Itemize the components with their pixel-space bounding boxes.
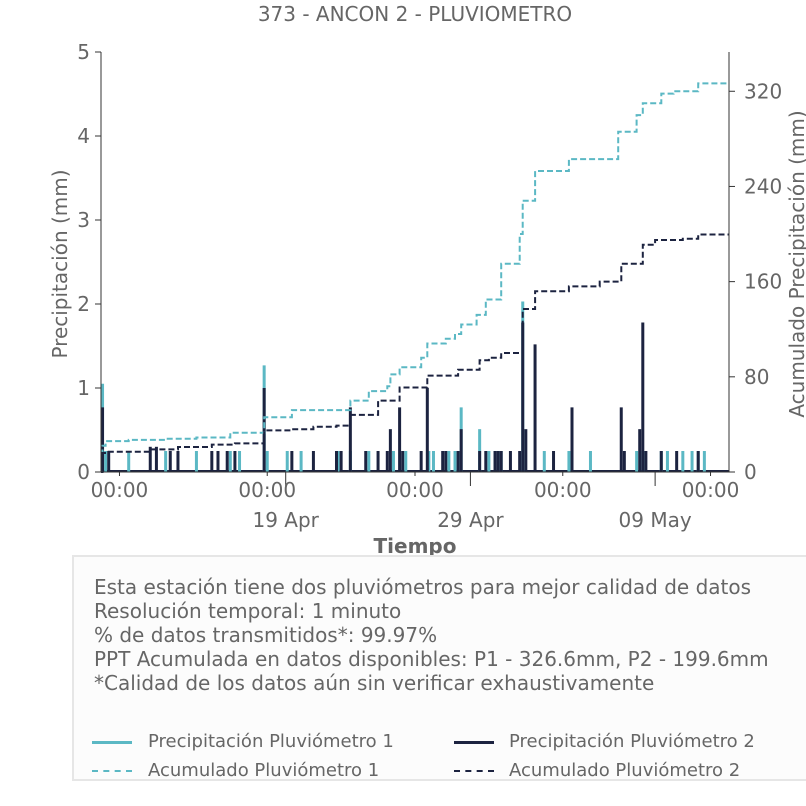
tick-labels: 0 1 2 3 4 5 0 80 160 240 320 00:00 00:00 00:00 00:00 00… xyxy=(77,40,782,532)
info-line-transmitted: % de datos transmitidos*: 99.97% xyxy=(94,623,438,647)
x-minor-tick-label: 00:00 xyxy=(238,478,296,502)
info-line-accumulated: PPT Acumulada en datos disponibles: P1 -… xyxy=(94,647,769,671)
y-tick-label: 2 xyxy=(77,292,90,316)
x-minor-tick-label: 00:00 xyxy=(91,478,149,502)
x-minor-tick-label: 00:00 xyxy=(534,478,592,502)
info-line-resolution: Resolución temporal: 1 minuto xyxy=(94,599,402,623)
legend-label-p2-precip: Precipitación Pluviómetro 2 xyxy=(509,731,755,752)
y-tick-label: 1 xyxy=(77,376,90,400)
info-line-quality-note: *Calidad de los datos aún sin verificar … xyxy=(94,671,655,695)
legend-swatch-p2-acum xyxy=(454,770,494,772)
legend-label-p2-acum: Acumulado Pluviómetro 2 xyxy=(509,760,741,781)
x-minor-tick-label: 00:00 xyxy=(386,478,444,502)
line-acumulado-1 xyxy=(101,82,729,473)
x-major-tick-label: 19 Apr xyxy=(253,508,320,532)
cumulative-lines xyxy=(101,82,729,473)
x-major-tick-label: 29 Apr xyxy=(437,508,504,532)
y-tick-label: 0 xyxy=(77,460,90,484)
legend-swatch-p1-acum xyxy=(92,770,132,772)
x-major-tick-label: 09 May xyxy=(619,508,692,532)
y-axis-label: Precipitación (mm) xyxy=(48,169,72,358)
info-line-description: Esta estación tiene dos pluviómetros par… xyxy=(94,575,752,599)
chart-axes xyxy=(95,51,735,486)
legend-label-p1-acum: Acumulado Pluviómetro 1 xyxy=(148,760,380,781)
y2-tick-label: 80 xyxy=(744,365,769,389)
y-tick-label: 4 xyxy=(77,124,90,148)
info-box: Esta estación tiene dos pluviómetros par… xyxy=(72,555,806,781)
y-tick-label: 5 xyxy=(77,40,90,64)
y2-tick-label: 240 xyxy=(744,174,782,198)
x-axis-label: Tiempo xyxy=(374,534,457,558)
legend-swatch-p2-precip xyxy=(454,741,494,744)
x-minor-tick-label: 00:00 xyxy=(682,478,740,502)
line-acumulado-2 xyxy=(101,233,729,473)
legend-label-p1-precip: Precipitación Pluviómetro 1 xyxy=(148,731,394,752)
y2-tick-label: 320 xyxy=(744,79,782,103)
y-tick-label: 3 xyxy=(77,208,90,232)
precipitation-bars xyxy=(101,301,729,472)
y2-tick-label: 0 xyxy=(744,460,757,484)
chart: 373 - ANCON 2 - PLUVIOMETRO 0 1 2 3 4 5 0 80 160… xyxy=(48,2,806,558)
y2-tick-label: 160 xyxy=(744,270,782,294)
legend-swatch-p1-precip xyxy=(92,741,132,744)
chart-title: 373 - ANCON 2 - PLUVIOMETRO xyxy=(258,2,572,26)
y2-axis-label: Acumulado Precipitación (mm) xyxy=(785,110,806,417)
